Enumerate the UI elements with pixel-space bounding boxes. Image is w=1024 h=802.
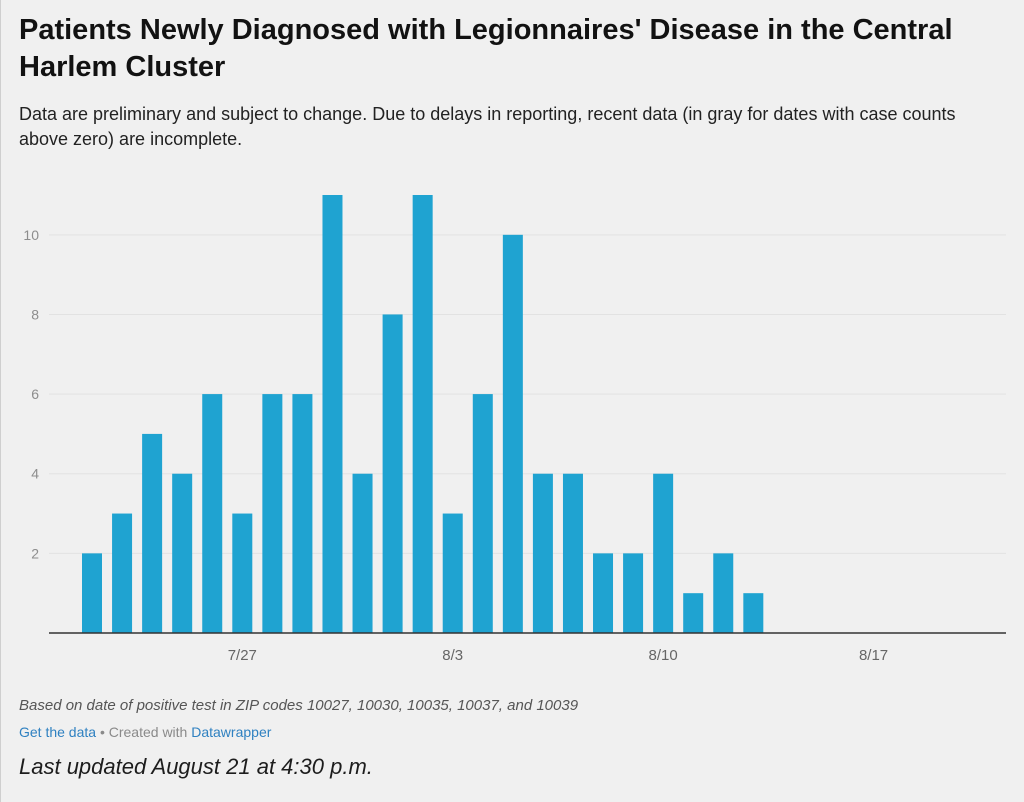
y-tick-label: 2 bbox=[31, 545, 39, 561]
chart-subtitle: Data are preliminary and subject to chan… bbox=[19, 104, 956, 149]
bar bbox=[743, 593, 764, 633]
bar bbox=[653, 473, 674, 633]
bar bbox=[322, 195, 343, 633]
x-tick-label: 8/3 bbox=[442, 647, 463, 664]
bar bbox=[172, 473, 193, 633]
bar bbox=[502, 234, 523, 633]
gridlines bbox=[49, 234, 1006, 554]
bar bbox=[713, 553, 734, 633]
bar bbox=[112, 513, 133, 633]
bar bbox=[623, 553, 644, 633]
y-axis-ticks: 2 4 6 8 10 bbox=[23, 227, 39, 562]
bar bbox=[292, 394, 313, 633]
x-tick-label: 8/17 bbox=[859, 647, 888, 664]
bar bbox=[232, 513, 253, 633]
x-tick-label: 8/10 bbox=[649, 647, 678, 664]
y-tick-label: 6 bbox=[31, 386, 39, 402]
y-tick-label: 10 bbox=[23, 227, 39, 243]
chart-title: Patients Newly Diagnosed with Legionnair… bbox=[19, 14, 953, 83]
bars bbox=[82, 195, 764, 633]
bar bbox=[352, 473, 373, 633]
bar bbox=[202, 394, 223, 633]
y-tick-label: 4 bbox=[31, 466, 39, 482]
bar bbox=[532, 473, 553, 633]
bar bbox=[382, 314, 403, 633]
bar bbox=[442, 513, 463, 633]
bar bbox=[412, 195, 433, 633]
byline-separator: • Created with bbox=[96, 724, 192, 740]
bar bbox=[142, 433, 163, 633]
x-axis-ticks: 7/27 8/3 8/10 8/17 bbox=[228, 647, 888, 664]
chart-notes: Based on date of positive test in ZIP co… bbox=[19, 697, 579, 714]
bar bbox=[472, 394, 493, 633]
last-updated: Last updated August 21 at 4:30 p.m. bbox=[19, 754, 373, 779]
byline: Get the data • Created with Datawrapper bbox=[19, 724, 271, 740]
datawrapper-link[interactable]: Datawrapper bbox=[191, 724, 272, 740]
bar bbox=[593, 553, 614, 633]
x-tick-label: 7/27 bbox=[228, 647, 257, 664]
bar-chart: 2 4 6 8 10 7/27 8/3 8/10 8/17 bbox=[23, 195, 1006, 664]
bar bbox=[683, 593, 704, 633]
bar bbox=[82, 553, 102, 633]
bar bbox=[262, 394, 283, 633]
get-the-data-link[interactable]: Get the data bbox=[19, 724, 97, 740]
bar bbox=[562, 473, 583, 633]
y-tick-label: 8 bbox=[31, 306, 39, 322]
